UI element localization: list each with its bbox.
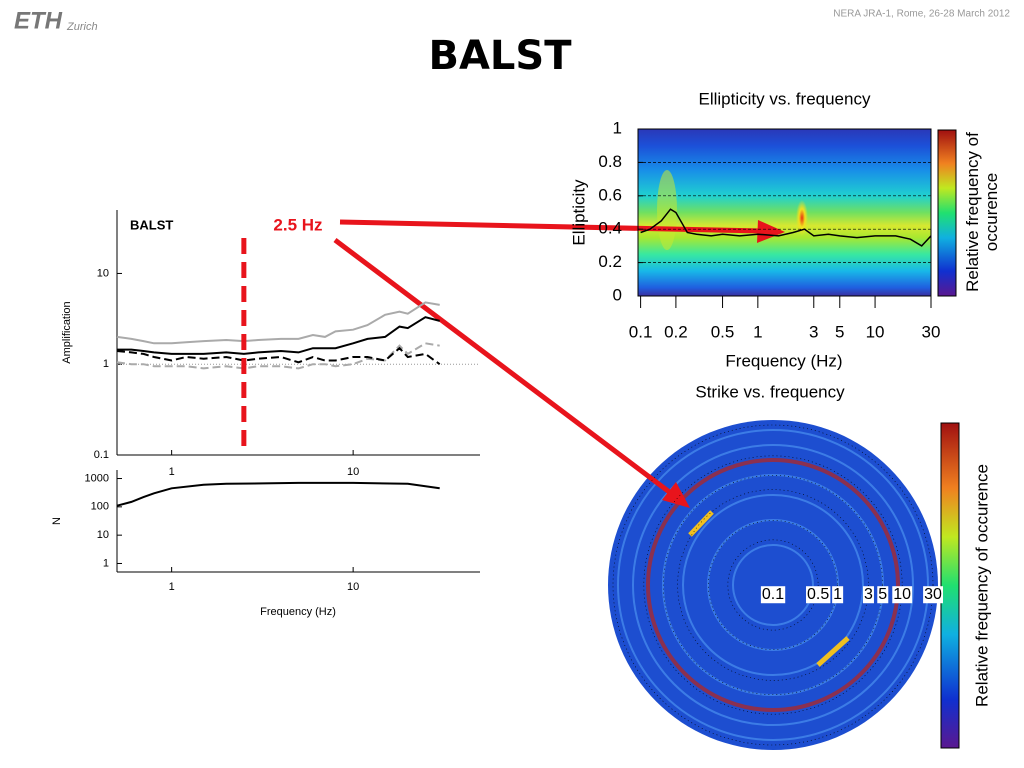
- r-tick-box: [892, 586, 913, 604]
- x-tick-label: 0.5: [711, 322, 735, 341]
- polar-streak: [816, 636, 850, 667]
- colorbar: [940, 422, 960, 749]
- r-tick-label: 0.5: [807, 586, 829, 603]
- colorbar-label: Relative frequency of occurence: [972, 464, 992, 707]
- x-tick-label: 1: [169, 466, 175, 478]
- r-tick-box: [832, 586, 844, 604]
- chart-title: Ellipticity vs. frequency: [699, 89, 871, 108]
- r-tick-label: 10: [893, 586, 911, 603]
- y-tick-label: 0.4: [598, 219, 622, 238]
- y-tick-label: 0: [613, 285, 622, 304]
- slide-title: BALST: [428, 33, 572, 79]
- radial-grid: [612, 424, 934, 746]
- r-tick-label: 3: [864, 586, 873, 603]
- data-line: [640, 208, 932, 247]
- plot-frame: [637, 128, 932, 297]
- r-tick-box: [862, 586, 874, 604]
- y-tick-label: 0.6: [598, 185, 622, 204]
- chart-title: Strike vs. frequency: [695, 382, 845, 401]
- x-tick-label: 10: [347, 466, 359, 478]
- x-axis-label: Frequency (Hz): [725, 351, 842, 370]
- polar-streak: [688, 510, 714, 537]
- colorbar: [937, 129, 957, 297]
- x-tick-label: 10: [347, 581, 359, 593]
- colorbar-label: Relative frequency of occurence: [963, 132, 1001, 292]
- r-tick-box: [760, 586, 786, 604]
- y-axis-label: N: [51, 517, 63, 525]
- radial-grid: [708, 520, 838, 650]
- panel-title: BALST: [130, 217, 173, 232]
- x-tick-label: 30: [922, 322, 941, 341]
- x-tick-label: 5: [835, 322, 844, 341]
- data-line: [116, 301, 440, 345]
- y-tick-label: 1: [103, 358, 109, 370]
- r-tick-label: 1: [833, 586, 842, 603]
- polar-image: [608, 420, 938, 750]
- y-tick-label: 100: [91, 501, 109, 513]
- data-line: [116, 481, 440, 507]
- heatmap-feature: [657, 170, 677, 250]
- heatmap-image: [638, 129, 931, 296]
- radial-grid: [643, 455, 903, 715]
- arrow: [333, 238, 674, 496]
- x-axis-label: Frequency (Hz): [260, 606, 336, 618]
- x-tick-label: 3: [809, 322, 818, 341]
- arrow: [339, 219, 763, 234]
- polar-ring: [646, 458, 900, 712]
- x-tick-label: 0.1: [629, 322, 653, 341]
- logo-sub: Zurich: [66, 21, 98, 33]
- marker-label: 2.5 Hz: [273, 215, 322, 234]
- y-axis-label: Ellipticity: [569, 179, 588, 246]
- r-tick-box: [806, 586, 831, 604]
- radial-grid: [727, 539, 819, 631]
- r-tick-label: 5: [878, 586, 887, 603]
- meeting: NERA JRA-1, Rome, 26-28 March 2012: [833, 9, 1010, 20]
- heatmap-feature: [796, 200, 808, 236]
- x-tick-label: 1: [753, 322, 762, 341]
- r-tick-label: 0.1: [762, 586, 784, 603]
- radial-grid: [677, 489, 869, 681]
- radial-grid: [662, 474, 884, 696]
- y-tick-label: 1000: [85, 472, 109, 484]
- y-tick-label: 1: [103, 557, 109, 569]
- x-tick-label: 1: [169, 581, 175, 593]
- x-tick-label: 0.2: [664, 322, 688, 341]
- y-tick-label: 0.8: [598, 152, 622, 171]
- r-tick-box: [877, 586, 889, 604]
- arrow-head: [757, 220, 785, 243]
- y-tick-label: 10: [97, 529, 109, 541]
- y-tick-label: 10: [97, 267, 109, 279]
- r-tick-box: [923, 586, 943, 604]
- x-tick-label: 10: [866, 322, 885, 341]
- y-tick-label: 1: [613, 118, 622, 137]
- r-tick-label: 30: [924, 586, 942, 603]
- logo: ETH: [14, 7, 63, 34]
- data-line: [117, 316, 440, 355]
- data-line: [116, 346, 441, 366]
- arrow-head: [662, 482, 690, 508]
- y-tick-label: 0.2: [598, 252, 622, 271]
- y-tick-label: 0.1: [94, 449, 109, 461]
- y-axis-label: Amplification: [61, 301, 73, 363]
